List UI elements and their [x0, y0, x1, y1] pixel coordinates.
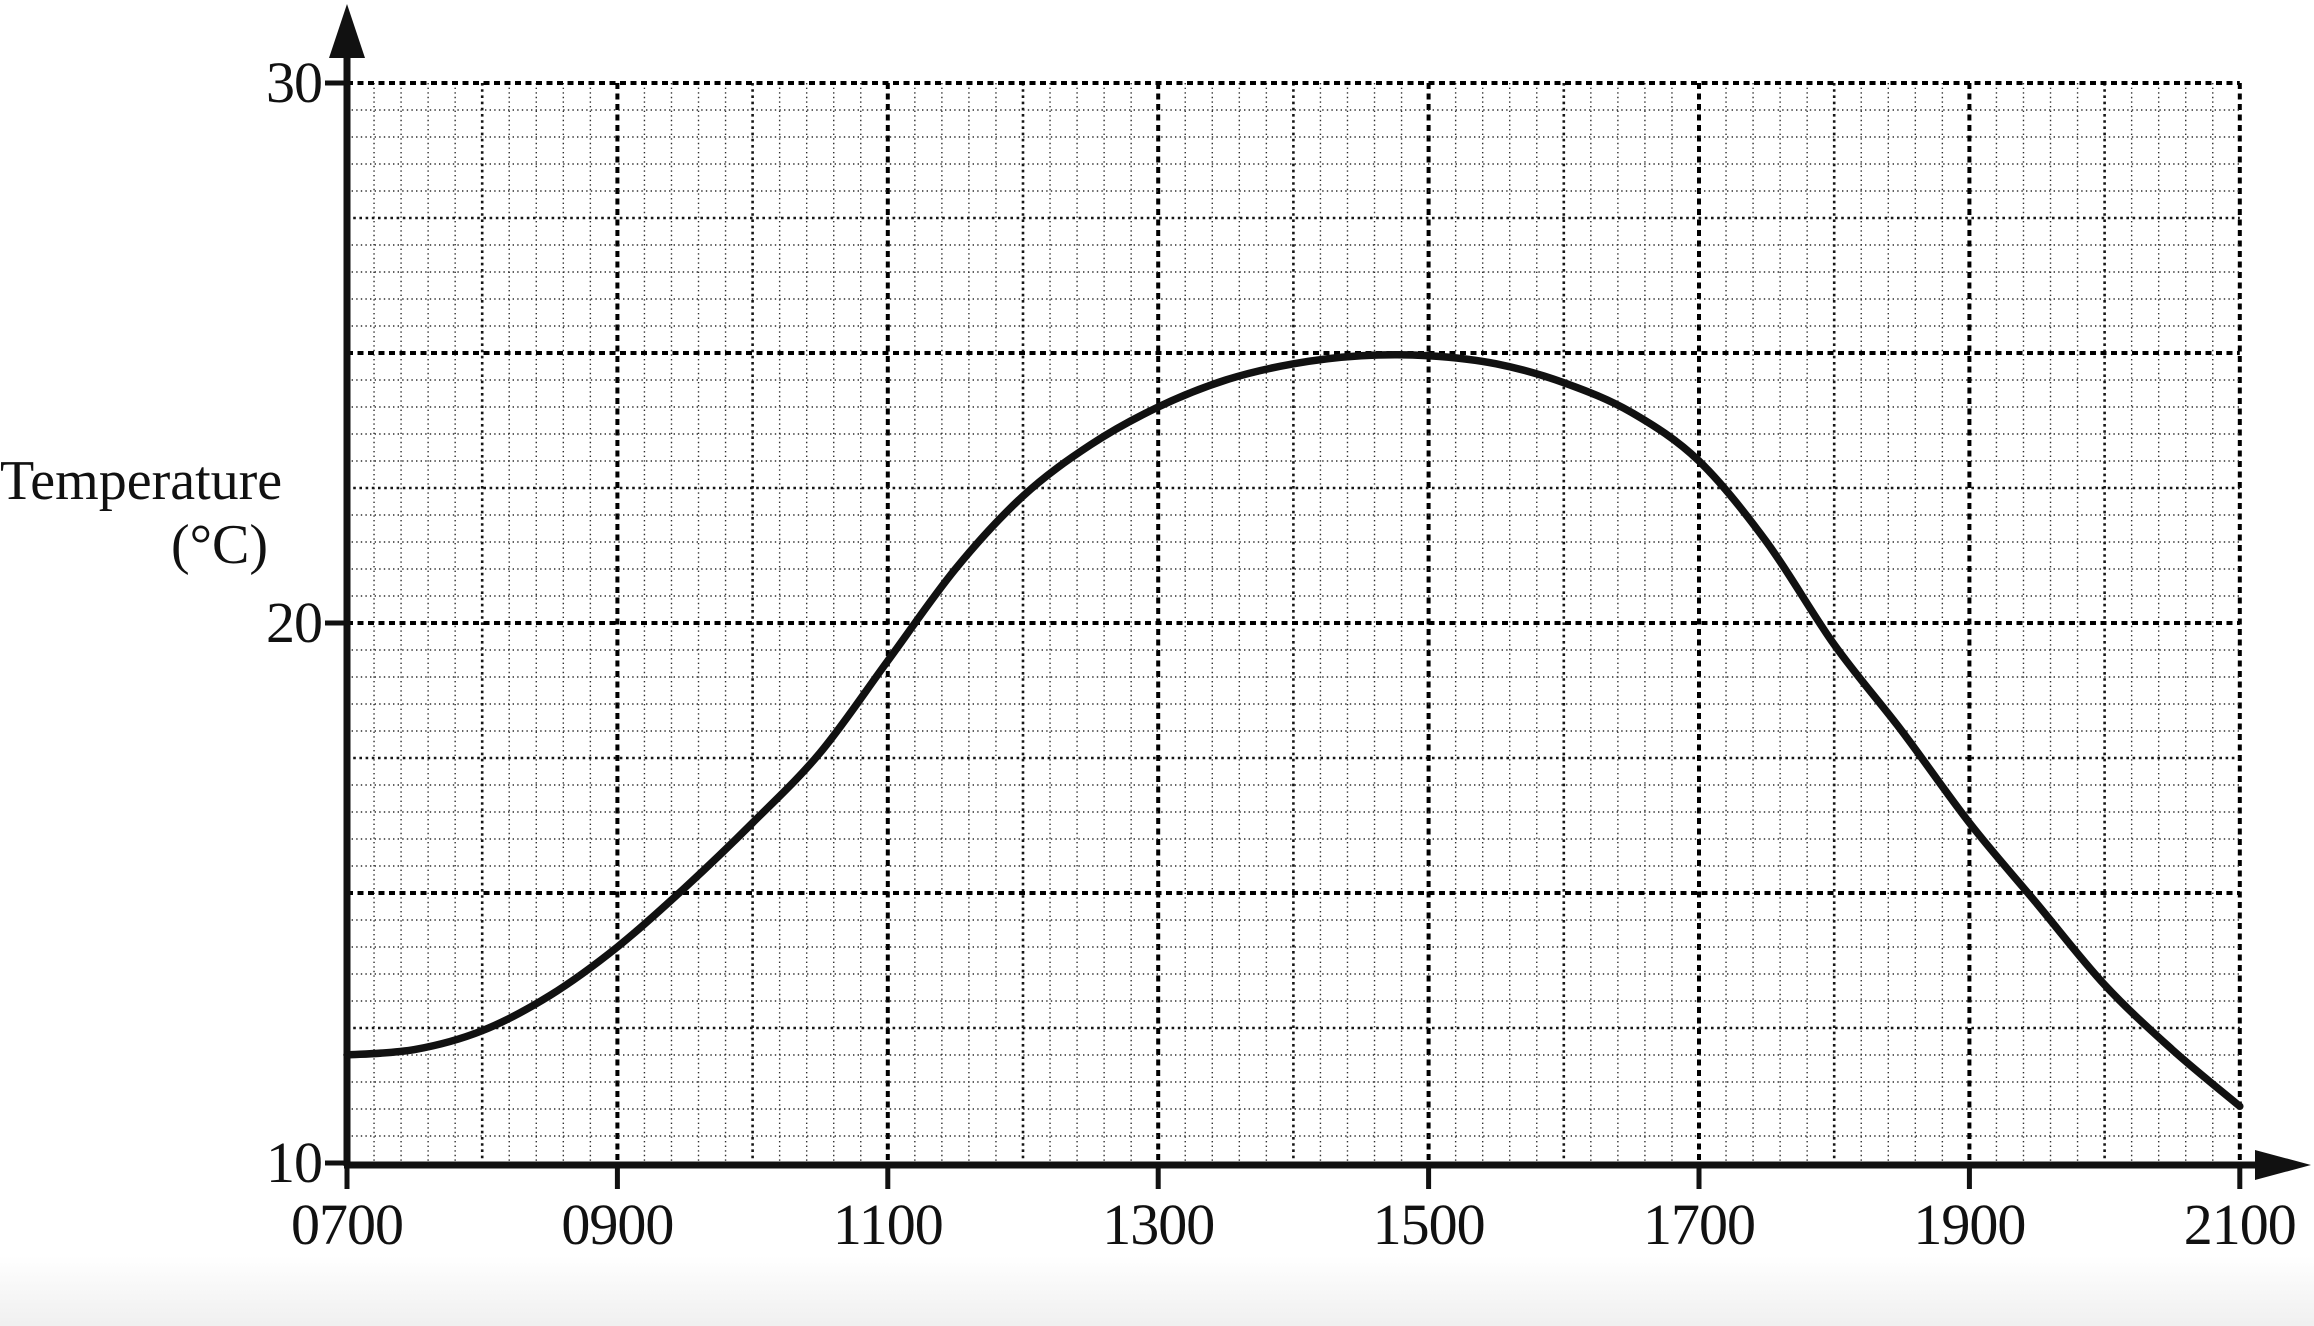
- y-axis-title-line2: (°C): [170, 514, 268, 576]
- x-tick-label-1100: 1100: [832, 1192, 944, 1257]
- x-tick-label-0900: 0900: [561, 1192, 674, 1257]
- temperature-curve: [343, 350, 2244, 1111]
- y-tick-label-30: 30: [266, 50, 323, 115]
- y-axis-arrowhead: [329, 4, 365, 58]
- y-axis-title-line1: Temperature: [0, 450, 283, 512]
- x-axis-arrowhead: [2255, 1150, 2311, 1180]
- grid-lines: [347, 81, 2242, 1163]
- x-tick-label-2100: 2100: [2183, 1192, 2297, 1257]
- x-tick-label-1700: 1700: [1643, 1192, 1756, 1257]
- x-tick-label-0700: 0700: [291, 1192, 404, 1257]
- axes: [325, 4, 2311, 1189]
- curve-layer: [343, 350, 2244, 1111]
- x-tick-label-1900: 1900: [1913, 1192, 2026, 1257]
- y-tick-label-10: 10: [266, 1130, 323, 1195]
- y-axis-title: Temperature (°C): [0, 449, 283, 577]
- x-tick-label-1300: 1300: [1102, 1192, 1215, 1257]
- y-tick-label-20: 20: [266, 590, 323, 655]
- x-tick-label-1500: 1500: [1372, 1192, 1486, 1257]
